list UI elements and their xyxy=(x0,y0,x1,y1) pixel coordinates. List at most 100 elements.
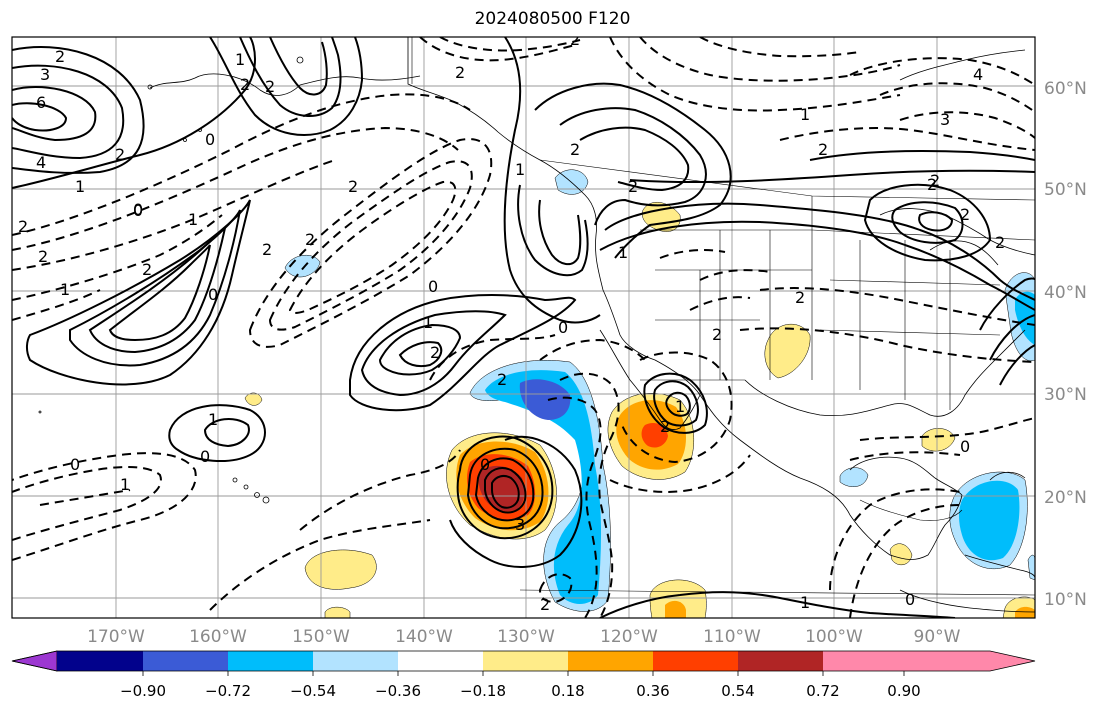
islands xyxy=(38,56,304,504)
shade-yellow-sw xyxy=(304,549,377,590)
contour-label: 2 xyxy=(55,47,65,66)
lon-label: 100°W xyxy=(805,627,863,647)
colorbar-ticks xyxy=(142,671,905,676)
contour-label: 2 xyxy=(628,177,638,196)
shade-blue-caribbean xyxy=(959,480,1020,561)
colorbar-tick-label: 0.36 xyxy=(636,682,669,700)
contour-label: 0 xyxy=(208,285,218,304)
contour-label: 3 xyxy=(940,110,950,129)
contour-label: 0 xyxy=(205,130,215,149)
colorbar-low-extension xyxy=(11,650,58,672)
colorbar-segment xyxy=(228,651,313,671)
lat-label: 40°N xyxy=(1044,283,1087,303)
contour-label: 2 xyxy=(818,140,828,159)
colorbar-segment xyxy=(653,651,738,671)
map-title: 2024080500 F120 xyxy=(474,9,631,29)
lat-label: 20°N xyxy=(1044,488,1087,508)
contour-label: 0 xyxy=(70,455,80,474)
contour-label: 2 xyxy=(38,247,48,266)
colorbar: −0.90 −0.72 −0.54 −0.36 −0.18 0.18 0.36 … xyxy=(11,650,1036,700)
shade-orange-se xyxy=(1015,606,1035,618)
shade-yellow-gulf xyxy=(921,428,956,452)
contour-label: 0 xyxy=(428,277,438,296)
contour-label: 2 xyxy=(18,217,28,236)
contour-label: 2 xyxy=(540,595,550,614)
lat-label: 50°N xyxy=(1044,180,1087,200)
contour-label: 1 xyxy=(188,210,198,229)
contour-label: 2 xyxy=(930,171,940,190)
longitude-labels: 170°W 160°W 150°W 140°W 130°W 120°W 110°… xyxy=(87,627,961,647)
contour-label: 1 xyxy=(120,475,130,494)
colorbar-segment xyxy=(143,651,228,671)
colorbar-tick-label: −0.72 xyxy=(205,682,251,700)
lon-label: 110°W xyxy=(703,627,761,647)
colorbar-segment xyxy=(823,651,904,671)
contour-label: 2 xyxy=(348,177,358,196)
contour-label: 2 xyxy=(430,343,440,362)
contour-label: 2 xyxy=(795,288,805,307)
colorbar-tick-label: 0.90 xyxy=(887,682,920,700)
colorbar-tick-labels: −0.90 −0.72 −0.54 −0.36 −0.18 0.18 0.36 … xyxy=(120,682,921,700)
contour-label: 2 xyxy=(660,417,670,436)
contour-label: 3 xyxy=(40,65,50,84)
contour-label: 2 xyxy=(712,325,722,344)
lon-label: 140°W xyxy=(395,627,453,647)
contour-label: 2 xyxy=(265,77,275,96)
colorbar-segment xyxy=(568,651,653,671)
colorbar-tick-label: 0.72 xyxy=(806,682,839,700)
contour-label: 6 xyxy=(36,93,46,112)
lon-label: 90°W xyxy=(914,627,961,647)
shade-darkblue xyxy=(519,379,571,420)
contour-label: 2 xyxy=(240,75,250,94)
contour-label: 2 xyxy=(927,175,937,194)
contour-label: 1 xyxy=(515,160,525,179)
contour-label: 4 xyxy=(973,65,983,84)
contour-label: 2 xyxy=(455,63,465,82)
colorbar-tick-label: 0.18 xyxy=(551,682,584,700)
contour-label: 0 xyxy=(200,447,210,466)
contour-label: 2 xyxy=(142,260,152,279)
contour-label: 1 xyxy=(235,50,245,69)
contour-label: 0 xyxy=(960,437,970,456)
shade-blue-upper xyxy=(485,370,602,605)
lon-label: 130°W xyxy=(497,627,555,647)
shade-lightblue-gulf xyxy=(839,467,869,487)
solid-contours xyxy=(12,37,1035,618)
contour-label: 2 xyxy=(570,140,580,159)
contour-label: 2 xyxy=(305,230,315,249)
colorbar-segment xyxy=(483,651,568,671)
shade-yellow-small xyxy=(244,392,263,406)
shade-yellow-ca xyxy=(889,543,913,566)
contour-label: 2 xyxy=(497,370,507,389)
contour-label: 4 xyxy=(36,153,46,172)
colorbar-tick-label: −0.90 xyxy=(120,682,166,700)
contour-label: 1 xyxy=(800,105,810,124)
latitude-labels: 60°N 50°N 40°N 30°N 20°N 10°N xyxy=(1044,79,1087,610)
colorbar-segment xyxy=(313,651,398,671)
shade-lightblue-sw xyxy=(1027,554,1035,581)
contour-labels: 2 3 6 4 1 0 2 2 1 0 2 2 1 2 0 2 2 2 2 1 … xyxy=(18,37,1005,614)
colorbar-segment xyxy=(398,651,483,671)
dashed-contours xyxy=(12,37,1035,618)
contour-label: 0 xyxy=(905,590,915,609)
colorbar-tick-label: −0.36 xyxy=(375,682,421,700)
contour-label: 2 xyxy=(995,233,1005,252)
lon-label: 120°W xyxy=(600,627,658,647)
contour-label: 0 xyxy=(558,318,568,337)
contour-label: 3 xyxy=(515,515,525,534)
shade-red-baja xyxy=(641,423,668,448)
contour-label: 1 xyxy=(75,177,85,196)
lon-label: 160°W xyxy=(189,627,247,647)
shade-yellow-sw2 xyxy=(324,606,351,618)
shade-yellow-south xyxy=(649,579,707,618)
contour-label: 1 xyxy=(60,280,70,299)
colorbar-segment xyxy=(738,651,823,671)
map-border xyxy=(11,36,1036,619)
shade-orange-south xyxy=(665,600,686,618)
lat-label: 10°N xyxy=(1044,590,1087,610)
lon-label: 150°W xyxy=(292,627,350,647)
contour-label: 1 xyxy=(800,593,810,612)
contour-label: 1 xyxy=(675,397,685,416)
shade-yellow-tx xyxy=(764,323,811,379)
